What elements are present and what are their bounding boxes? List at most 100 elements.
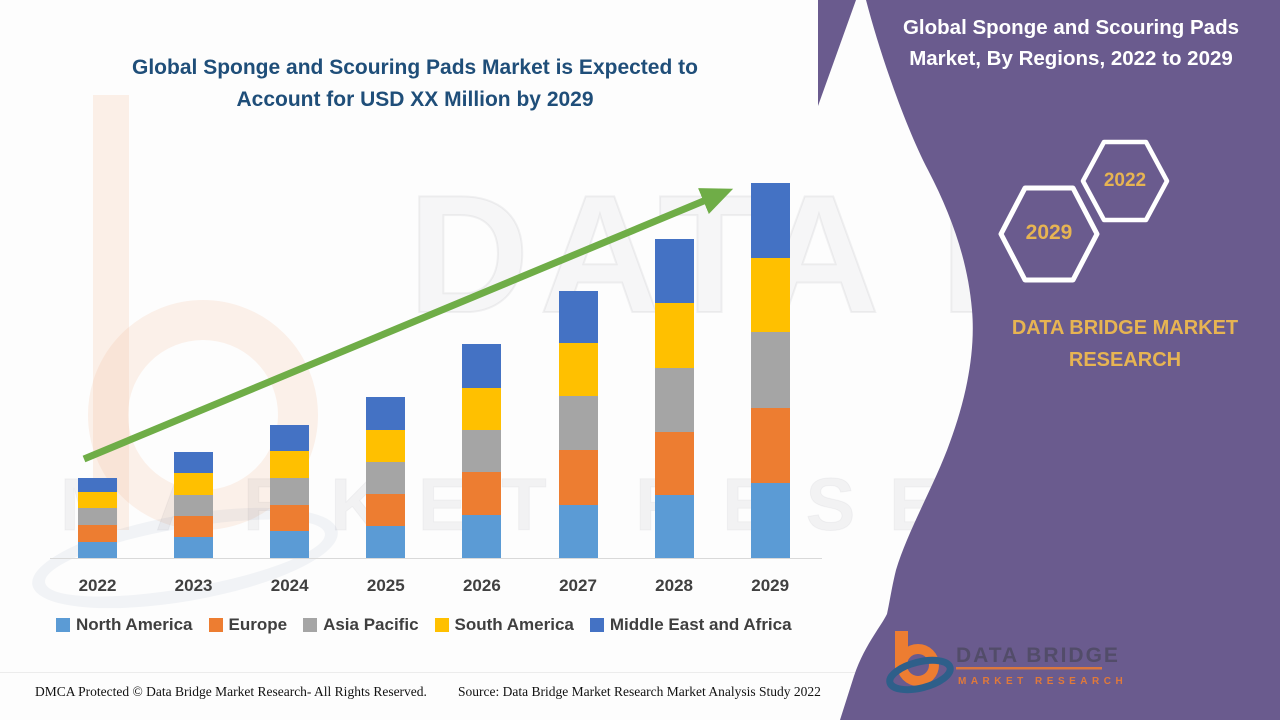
- bar-segment-south-america-2027: [558, 343, 598, 396]
- page-title-line1: Global Sponge and Scouring Pads Market i…: [132, 56, 698, 79]
- bar-segment-asia-pacific-2023: [174, 495, 214, 516]
- bar-segment-asia-pacific-2022: [78, 508, 117, 525]
- bar-segment-europe-2023: [174, 516, 214, 537]
- panel-background: [840, 0, 1280, 720]
- bar-segment-europe-2024: [270, 505, 310, 531]
- bar-segment-north-america-2025: [366, 526, 406, 558]
- bar-segment-middle-east-and-africa-2023: [174, 452, 214, 473]
- brand-line2: RESEARCH: [1068, 349, 1182, 371]
- bar-segment-asia-pacific-2028: [654, 368, 694, 432]
- bar-2025: [366, 397, 406, 558]
- x-axis-label-2026: 2026: [462, 576, 501, 595]
- bar-segment-south-america-2023: [174, 473, 214, 495]
- bar-2028: [654, 239, 694, 558]
- page-title-line2: Account for USD XX Million by 2029: [236, 88, 594, 111]
- bar-segment-asia-pacific-2025: [366, 462, 406, 494]
- dmca-notice: DMCA Protected © Data Bridge Market Rese…: [35, 684, 427, 699]
- bar-segment-europe-2028: [654, 432, 694, 495]
- hexagon-2022-label: 2022: [1103, 170, 1147, 191]
- bar-segment-middle-east-and-africa-2027: [558, 291, 598, 343]
- x-axis-label-2027: 2027: [559, 576, 597, 595]
- legend-item-middle-east-and-africa: Middle East and Africa: [589, 615, 792, 635]
- logo-subtitle-text: MARKET RESEARCH: [958, 676, 1127, 687]
- legend-swatch-south-america: [434, 618, 449, 632]
- panel-title: Global Sponge and Scouring Pads Market, …: [878, 12, 1264, 74]
- bar-segment-south-america-2026: [462, 388, 502, 430]
- bar-segment-north-america-2027: [558, 505, 598, 558]
- bar-segment-north-america-2022: [78, 542, 117, 558]
- bar-segment-middle-east-and-africa-2026: [462, 344, 502, 388]
- bar-segment-asia-pacific-2026: [462, 430, 502, 472]
- legend-item-north-america: North America: [56, 615, 193, 635]
- bar-2026: [462, 344, 502, 558]
- footer-divider-line: [0, 672, 872, 673]
- bar-segment-north-america-2029: [750, 483, 790, 558]
- hexagon-2029: [998, 185, 1100, 283]
- bar-segment-south-america-2025: [366, 430, 406, 462]
- brand-wordmark: DATA BRIDGE MARKET RESEARCH: [975, 312, 1275, 376]
- bar-2022: [78, 478, 117, 558]
- logo-name-text: DATA BRIDGE: [956, 644, 1120, 667]
- bar-segment-north-america-2023: [174, 537, 214, 558]
- legend-swatch-europe: [208, 618, 223, 632]
- bar-2027: [558, 291, 598, 558]
- bar-segment-south-america-2024: [270, 451, 310, 478]
- legend-swatch-middle-east-and-africa: [589, 618, 604, 632]
- chart-legend: North America Europe Asia Pacific South Ame…: [56, 615, 792, 635]
- x-axis-label-2023: 2023: [174, 576, 213, 595]
- x-axis-label-2029: 2029: [751, 576, 790, 595]
- hexagon-2029-label: 2029: [1025, 221, 1073, 244]
- bar-segment-europe-2026: [462, 472, 502, 515]
- bar-segment-south-america-2029: [750, 258, 790, 332]
- bar-segment-north-america-2026: [462, 515, 502, 558]
- bar-segment-europe-2027: [558, 450, 598, 505]
- hexagon-2022: [1080, 139, 1170, 223]
- bar-segment-north-america-2028: [654, 495, 694, 558]
- legend-item-europe: Europe: [208, 615, 288, 635]
- legend-label-asia-pacific: Asia Pacific: [323, 615, 419, 634]
- logo-underline: [956, 667, 1102, 670]
- bar-segment-south-america-2022: [78, 492, 117, 508]
- bar-segment-south-america-2028: [654, 303, 694, 368]
- page-title: Global Sponge and Scouring Pads Market i…: [95, 52, 735, 116]
- legend-swatch-north-america: [56, 618, 70, 632]
- legend-label-europe: Europe: [228, 615, 288, 634]
- source-note: Source: Data Bridge Market Research Mark…: [458, 684, 821, 699]
- legend-item-asia-pacific: Asia Pacific: [303, 615, 419, 635]
- bar-segment-middle-east-and-africa-2025: [366, 397, 406, 430]
- bar-segment-europe-2029: [750, 408, 790, 483]
- x-axis-label-2022: 2022: [78, 576, 117, 595]
- brand-line1: DATA BRIDGE MARKET: [1011, 317, 1239, 339]
- panel-corner-triangle: [818, 0, 856, 106]
- bar-segment-europe-2022: [78, 525, 117, 542]
- bar-2023: [174, 452, 214, 558]
- bar-segment-north-america-2024: [270, 531, 310, 558]
- databridge-logo: DATA BRIDGE MARKET RESEARCH: [886, 631, 1127, 694]
- logo-b-stem: [895, 631, 908, 671]
- panel-title-line1: Global Sponge and Scouring Pads: [902, 16, 1239, 39]
- legend-item-south-america: South America: [434, 615, 574, 635]
- x-axis-label-2028: 2028: [655, 576, 693, 595]
- trend-arrow: [82, 188, 734, 463]
- x-axis-line: [50, 558, 822, 559]
- bar-segment-middle-east-and-africa-2029: [750, 183, 790, 258]
- x-axis-label-2024: 2024: [270, 576, 309, 595]
- bar-segment-europe-2025: [366, 494, 406, 526]
- bar-2024: [270, 425, 310, 558]
- bar-segment-asia-pacific-2029: [750, 332, 790, 408]
- bar-segment-middle-east-and-africa-2024: [270, 425, 310, 451]
- legend-swatch-asia-pacific: [303, 618, 318, 632]
- logo-d-swoosh: [886, 656, 954, 694]
- bar-2029: [750, 183, 790, 558]
- x-axis-label-2025: 2025: [366, 576, 405, 595]
- bar-segment-middle-east-and-africa-2022: [78, 478, 117, 492]
- bar-segment-middle-east-and-africa-2028: [654, 239, 694, 303]
- panel-title-line2: Market, By Regions, 2022 to 2029: [909, 47, 1233, 70]
- bar-segment-asia-pacific-2024: [270, 478, 310, 505]
- legend-label-south-america: South America: [454, 615, 574, 634]
- legend-label-middle-east-and-africa: Middle East and Africa: [609, 615, 792, 634]
